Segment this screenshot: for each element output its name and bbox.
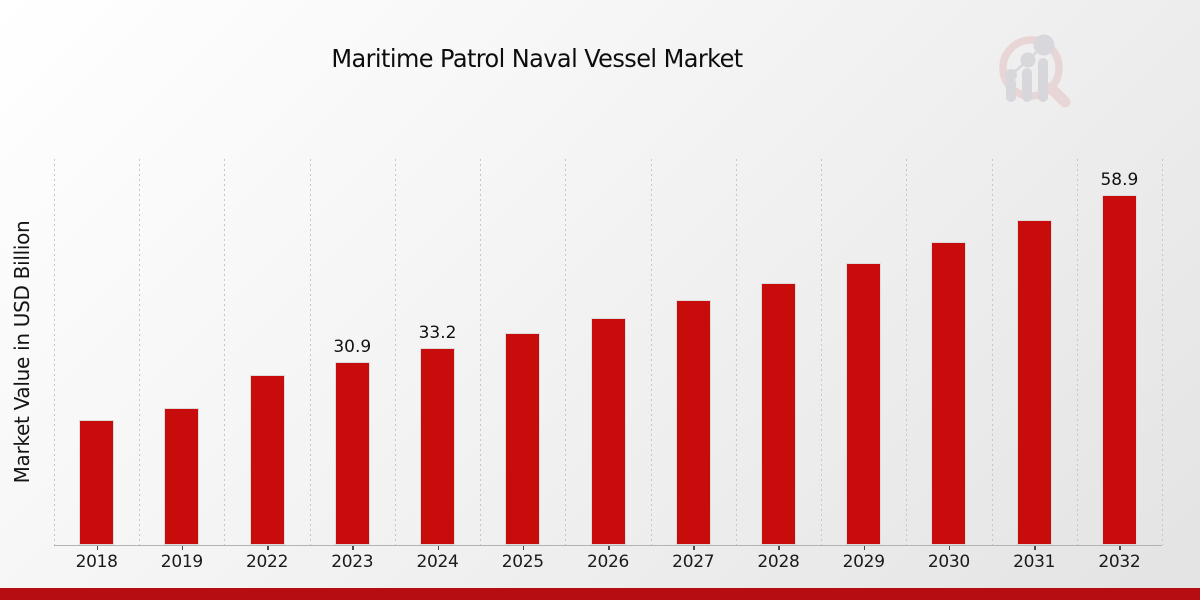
vertical-gridline (650, 159, 652, 545)
bar-2030 (931, 242, 967, 545)
x-axis-tick (96, 546, 99, 550)
bar-2019 (164, 408, 200, 545)
vertical-gridline (991, 159, 993, 545)
x-axis-tick (437, 546, 440, 550)
vertical-gridline (54, 159, 55, 545)
vertical-gridline (139, 159, 141, 545)
x-axis-label-2032: 2032 (1098, 552, 1141, 572)
vertical-gridline (394, 159, 396, 545)
x-axis-label-2023: 2023 (331, 552, 374, 572)
bar-2026 (590, 317, 626, 545)
x-axis-label-2022: 2022 (246, 552, 289, 572)
vertical-gridline (480, 159, 482, 545)
x-axis-tick (1119, 546, 1121, 550)
footer-accent-bar (0, 588, 1200, 600)
x-axis-label-2029: 2029 (842, 552, 885, 572)
x-axis-label-2026: 2026 (586, 552, 630, 572)
x-axis-tick (1034, 546, 1036, 550)
vertical-gridline (906, 159, 908, 545)
x-axis-tick (352, 546, 354, 550)
bar-2027 (675, 300, 711, 545)
bar-2018 (79, 420, 115, 545)
x-axis-label-2025: 2025 (501, 552, 544, 572)
x-axis-label-2028: 2028 (757, 552, 800, 572)
bar-2031 (1016, 219, 1052, 545)
bar-2023 (334, 361, 370, 545)
bar-2024 (420, 347, 456, 545)
bar-value-label-2024: 33.2 (418, 322, 457, 343)
vertical-gridline (735, 159, 737, 545)
vertical-gridline (1162, 159, 1163, 545)
bar-value-label-2032: 58.9 (1100, 170, 1139, 191)
bar-2028 (760, 282, 796, 545)
bar-2029 (846, 262, 882, 545)
x-axis-tick (863, 546, 866, 550)
chart-title: Maritime Patrol Naval Vessel Market (331, 44, 743, 73)
x-axis-label-2019: 2019 (160, 552, 203, 572)
x-axis-tick (608, 546, 610, 550)
x-axis-label-2030: 2030 (927, 552, 970, 572)
x-axis-tick (181, 546, 184, 550)
x-axis-label-2018: 2018 (75, 552, 118, 572)
x-axis-line (54, 545, 1162, 546)
vertical-gridline (1076, 159, 1078, 545)
x-axis-tick (948, 546, 951, 550)
x-axis-label-2024: 2024 (416, 552, 459, 572)
bar-2022 (249, 374, 285, 545)
vertical-gridline (821, 159, 823, 545)
vertical-gridline (224, 159, 226, 545)
x-axis-tick (267, 546, 269, 550)
x-axis-tick (778, 546, 780, 550)
x-axis-label-2027: 2027 (672, 552, 715, 572)
x-axis-tick (522, 546, 525, 550)
bar-2032 (1101, 195, 1137, 545)
vertical-gridline (565, 159, 567, 545)
x-axis-tick (693, 546, 695, 550)
vertical-gridline (309, 159, 311, 545)
bar-2025 (505, 332, 541, 545)
magnifier-bar-chart-logo-icon (999, 34, 1071, 108)
x-axis-label-2031: 2031 (1013, 552, 1056, 572)
bar-value-label-2023: 30.9 (333, 336, 372, 357)
